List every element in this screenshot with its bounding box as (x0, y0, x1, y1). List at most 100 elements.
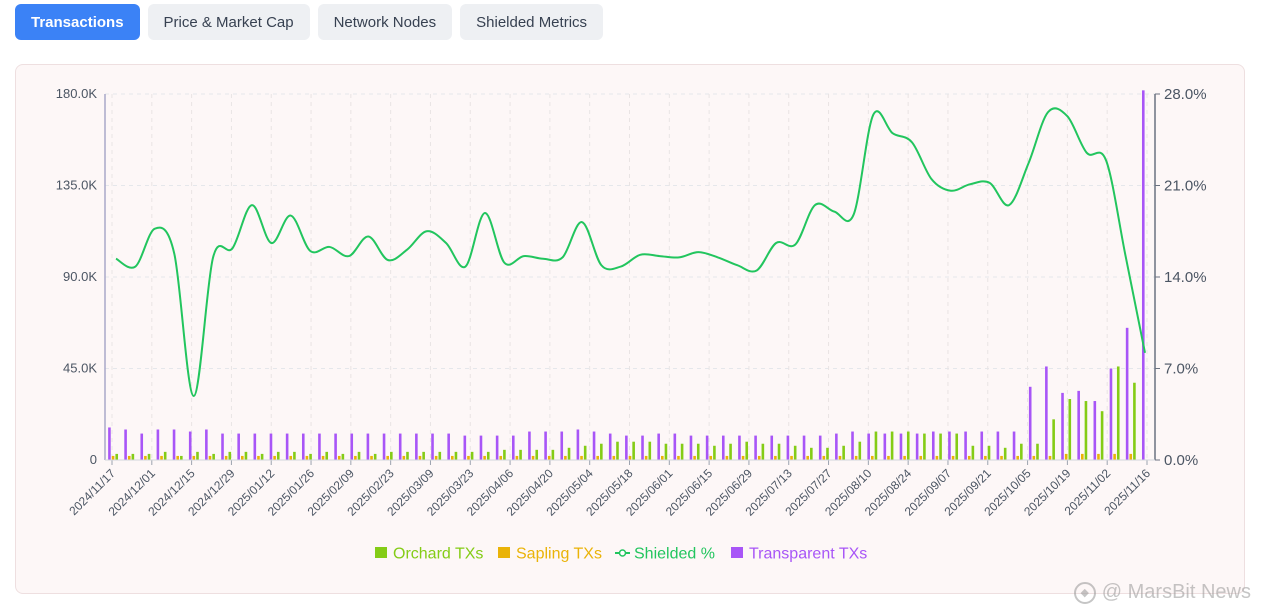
bar-sapling (160, 455, 163, 460)
bar-orchard (1020, 443, 1023, 460)
bar-transparent (1028, 386, 1032, 460)
bar-sapling (1097, 453, 1100, 460)
bar-transparent (301, 433, 305, 460)
legend-shielded-label: Shielded % (634, 546, 715, 563)
bar-sapling (434, 455, 438, 460)
bar-sapling (192, 455, 196, 460)
tab-shielded-metrics[interactable]: Shielded Metrics (460, 4, 604, 40)
bar-transparent (398, 433, 402, 460)
bar-orchard (906, 431, 910, 460)
y-right-tick-label: 28.0% (1164, 86, 1207, 103)
bar-orchard (1003, 447, 1007, 460)
bar-sapling (208, 455, 212, 460)
watermark: ◆ @ MarsBit News (1073, 581, 1251, 604)
bar-transparent (641, 435, 644, 460)
bar-orchard (470, 451, 474, 460)
tab-price-market-cap[interactable]: Price & Market Cap (147, 4, 310, 40)
bar-transparent (964, 431, 967, 460)
y-right-tick-label: 21.0% (1164, 178, 1207, 195)
bar-transparent (818, 435, 822, 460)
bar-sapling (822, 455, 826, 460)
bar-orchard (987, 445, 991, 460)
bar-orchard (696, 443, 700, 460)
bar-orchard (357, 451, 361, 460)
binance-icon: ◆ (1073, 581, 1096, 604)
bar-sapling (321, 455, 325, 460)
bar-orchard (309, 453, 312, 460)
bar-transparent (285, 433, 289, 460)
bar-orchard (276, 451, 280, 460)
bar-transparent (899, 433, 903, 460)
bar-sapling (305, 455, 309, 460)
bar-orchard (632, 441, 635, 460)
bar-orchard (325, 451, 329, 460)
bar-sapling (547, 455, 551, 460)
bar-transparent (980, 431, 984, 460)
bar-transparent (124, 429, 127, 460)
bar-sapling (790, 455, 793, 460)
bar-sapling (144, 455, 147, 460)
bar-orchard (519, 449, 522, 460)
bar-orchard (228, 451, 232, 460)
bar-transparent (770, 435, 774, 460)
bar-sapling (127, 455, 131, 460)
legend-sapling[interactable]: Sapling TXs (498, 546, 602, 563)
legend-shielded[interactable]: Shielded % (615, 546, 715, 563)
bar-transparent (705, 435, 709, 460)
bar-orchard (810, 447, 813, 460)
chart-legend[interactable]: Orchard TXs Sapling TXs Shielded % Transpar… (375, 546, 867, 563)
bar-orchard (147, 453, 151, 460)
bar-orchard (1116, 366, 1120, 460)
bar-sapling (757, 455, 761, 460)
bar-orchard (212, 453, 215, 460)
bar-transparent (721, 435, 725, 460)
bar-transparent (625, 435, 628, 460)
legend-sapling-swatch (498, 547, 510, 558)
bar-sapling (176, 455, 179, 460)
bar-orchard (971, 445, 975, 460)
bar-sapling (499, 455, 503, 460)
bar-sapling (951, 455, 955, 460)
y-left-tick-label: 0 (90, 452, 97, 467)
bar-sapling (984, 455, 987, 460)
bar-transparent (447, 433, 450, 460)
bar-transparent (108, 427, 111, 460)
bar-transparent (851, 431, 854, 460)
bar-orchard (486, 451, 490, 460)
legend-orchard[interactable]: Orchard TXs (375, 546, 483, 563)
bar-orchard (583, 445, 587, 460)
bar-sapling (1129, 453, 1133, 460)
bar-transparent (318, 433, 321, 460)
bar-sapling (451, 455, 454, 460)
bar-orchard (858, 441, 862, 460)
bar-orchard (422, 451, 425, 460)
legend-orchard-swatch (375, 547, 387, 558)
bar-transparent (415, 433, 418, 460)
bar-orchard (616, 441, 619, 460)
bar-transparent (269, 433, 273, 460)
watermark-text: @ MarsBit News (1101, 581, 1251, 603)
bar-transparent (560, 431, 564, 460)
bar-orchard (923, 433, 926, 460)
legend-transparent[interactable]: Transparent TXs (731, 546, 867, 563)
bar-orchard (1100, 411, 1104, 460)
bar-orchard (600, 443, 603, 460)
bar-transparent (883, 433, 887, 460)
bar-transparent (431, 433, 434, 460)
bar-transparent (673, 433, 677, 460)
tab-network-nodes[interactable]: Network Nodes (317, 4, 453, 40)
bar-orchard (1068, 399, 1072, 460)
bar-transparent (576, 429, 580, 460)
y-right-tick-label: 0.0% (1164, 452, 1198, 469)
chart-line (115, 107, 1146, 397)
bar-orchard (131, 453, 135, 460)
bar-orchard (1133, 382, 1136, 460)
bar-transparent (1109, 368, 1113, 460)
bar-orchard (341, 453, 345, 460)
bar-sapling (241, 455, 244, 460)
bar-orchard (955, 433, 959, 460)
y-left-tick-label: 45.0K (63, 361, 97, 376)
bar-sapling (1048, 455, 1052, 460)
tab-transactions[interactable]: Transactions (15, 4, 140, 40)
bar-sapling (1113, 453, 1116, 460)
